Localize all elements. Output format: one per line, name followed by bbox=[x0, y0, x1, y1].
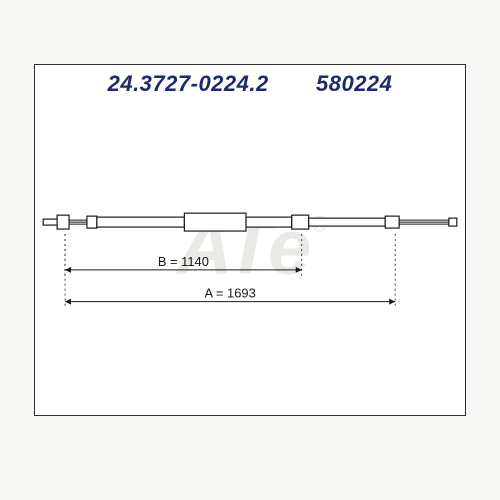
svg-text:B = 1140: B = 1140 bbox=[158, 254, 209, 269]
drawing-panel: 24.3727-0224.2 580224 ATe® B = 1140A = 1… bbox=[34, 64, 466, 416]
cable-diagram: B = 1140 A = 1693 bbox=[35, 65, 465, 415]
product-frame: 24.3727-0224.2 580224 ATe® B = 1140A = 1… bbox=[0, 0, 500, 500]
svg-text:A = 1693: A = 1693 bbox=[204, 286, 255, 301]
